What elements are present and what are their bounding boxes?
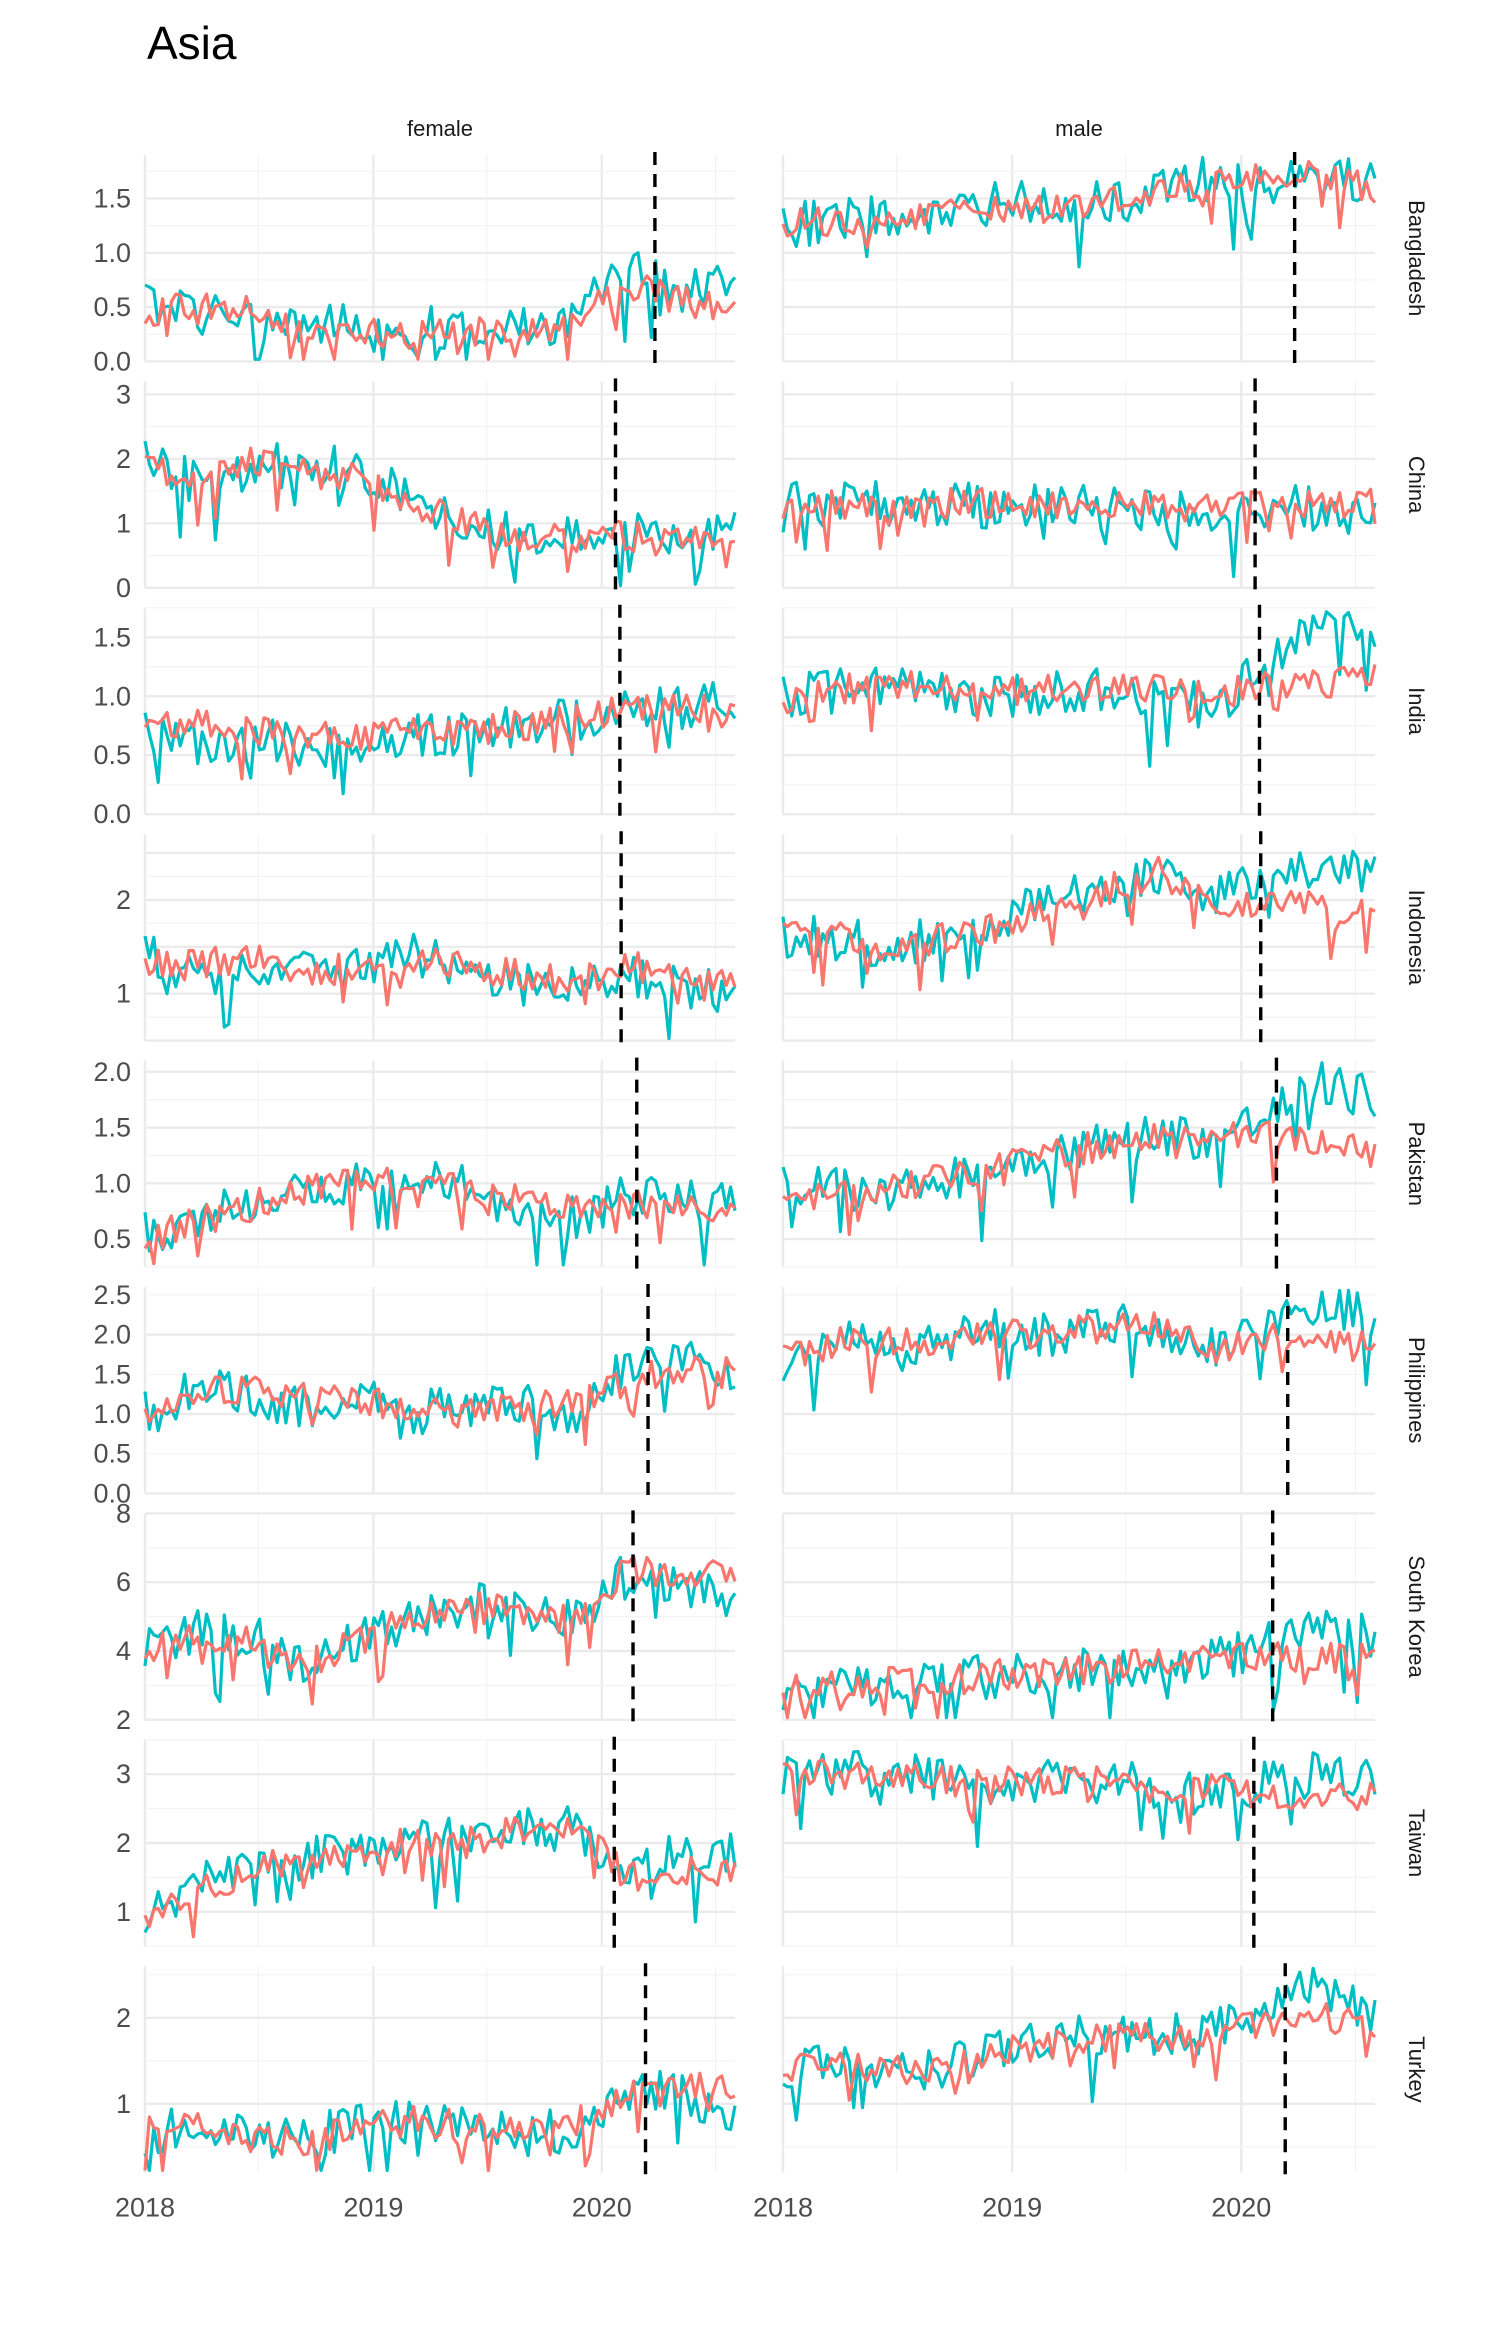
series-line-salmon <box>143 693 736 781</box>
series-line-salmon <box>782 1758 1377 1835</box>
series-line-salmon <box>781 1641 1376 1720</box>
series-line-teal <box>143 1555 737 1704</box>
y-tick-label: 1.5 <box>93 1359 131 1389</box>
y-tick-label: 0.0 <box>93 1478 131 1508</box>
y-tick-label: 1.5 <box>93 183 131 213</box>
panel-philippines-male: Philippines <box>781 1284 1429 1498</box>
series-line-teal <box>781 155 1377 269</box>
panel-philippines-female: 0.0 0.5 1.0 1.5 2.0 2.5 <box>93 1280 737 1508</box>
y-tick-label: 0.0 <box>93 799 131 829</box>
x-tick-label: 2018 <box>753 2193 813 2223</box>
y-tick-label: 2 <box>116 885 131 915</box>
y-tick-label: 1.0 <box>93 1168 131 1198</box>
y-tick-label: 4 <box>116 1636 131 1666</box>
panel-taiwan-male: Taiwan <box>781 1736 1429 1951</box>
panel-indonesia-female: 12 <box>116 831 737 1045</box>
y-tick-label: 1 <box>116 979 131 1009</box>
series-line-salmon <box>781 664 1377 733</box>
x-tick-label: 2019 <box>343 2193 403 2223</box>
y-tick-label: 1.5 <box>93 1113 131 1143</box>
series-line-teal <box>781 480 1377 579</box>
y-tick-label: 1.0 <box>93 238 131 268</box>
x-tick-label: 2019 <box>982 2193 1042 2223</box>
y-tick-label: 1 <box>116 508 131 538</box>
y-tick-label: 2 <box>116 1828 131 1858</box>
facet-row-label-china: China <box>1404 456 1429 514</box>
panel-indonesia-male: Indonesia <box>781 831 1429 1045</box>
facet-row-label-india: India <box>1404 687 1429 735</box>
panel-bangladesh-male: Bangladesh <box>781 152 1429 366</box>
y-tick-label: 2.0 <box>93 1057 131 1087</box>
panel-india-female: 0.0 0.5 1.0 1.5 <box>93 604 737 829</box>
x-tick-label: 2020 <box>1211 2193 1271 2223</box>
series-line-salmon <box>143 1355 737 1446</box>
y-tick-label: 1 <box>116 2089 131 2119</box>
panel-taiwan-female: 1 2 3 <box>116 1736 737 1951</box>
facet-column-label-female: female <box>407 116 473 141</box>
panel-turkey-male: Turkey 2018 2019 2020 <box>753 1963 1429 2223</box>
facet-row-label-pakistan: Pakistan <box>1404 1122 1429 1206</box>
y-tick-label: 2 <box>116 2003 131 2033</box>
x-tick-label: 2020 <box>572 2193 632 2223</box>
y-tick-label: 1.5 <box>93 622 131 652</box>
y-tick-label: 0.5 <box>93 740 131 770</box>
series-line-salmon <box>781 486 1377 552</box>
series-line-teal <box>143 932 737 1041</box>
series-line-salmon <box>143 2071 736 2173</box>
series-line-salmon <box>781 159 1377 250</box>
facet-row-label-taiwan: Taiwan <box>1404 1809 1429 1877</box>
panel-south-korea-male: South Korea <box>781 1510 1429 1724</box>
series-line-teal <box>781 849 1377 989</box>
panel-china-female: 0 1 2 3 <box>116 378 737 603</box>
facet-row-label-philippines: Philippines <box>1404 1337 1429 1443</box>
y-tick-label: 0.5 <box>93 1224 131 1254</box>
series-line-salmon <box>143 944 737 1007</box>
panel-india-male: India <box>781 604 1429 819</box>
facet-row-label-bangladesh: Bangladesh <box>1404 200 1429 316</box>
series-line-teal <box>781 1609 1377 1720</box>
y-tick-label: 2.0 <box>93 1320 131 1350</box>
facet-row-label-south-korea: South Korea <box>1404 1555 1429 1678</box>
y-tick-label: 6 <box>116 1567 131 1597</box>
panel-south-korea-female: 2 4 6 8 <box>116 1498 737 1735</box>
panel-pakistan-female: 0.5 1.0 1.5 2.0 <box>93 1057 737 1271</box>
y-tick-label: 2 <box>116 444 131 474</box>
y-tick-label: 0 <box>116 573 131 603</box>
x-tick-label: 2018 <box>115 2193 175 2223</box>
y-tick-label: 2.5 <box>93 1280 131 1310</box>
panel-pakistan-male: Pakistan <box>781 1057 1429 1271</box>
series-line-salmon <box>143 1554 737 1706</box>
series-line-teal <box>782 1966 1377 2122</box>
series-line-salmon <box>782 1120 1377 1237</box>
chart-title: Asia <box>147 17 237 69</box>
y-tick-label: 1.0 <box>93 681 131 711</box>
y-tick-label: 3 <box>116 379 131 409</box>
y-tick-label: 1 <box>116 1897 131 1927</box>
series-line-teal <box>143 440 737 588</box>
series-line-teal <box>143 2070 737 2173</box>
y-tick-label: 8 <box>116 1498 131 1528</box>
series-line-salmon <box>781 855 1376 992</box>
facet-row-label-turkey: Turkey <box>1404 2036 1429 2102</box>
panel-turkey-female: 1 2 2018 2019 2020 <box>115 1963 737 2223</box>
y-tick-label: 0.0 <box>93 346 131 376</box>
series-line-salmon <box>782 1311 1377 1394</box>
series-line-salmon <box>143 1816 737 1939</box>
y-tick-label: 2 <box>116 1705 131 1735</box>
series-line-salmon <box>144 446 736 573</box>
y-tick-label: 1.0 <box>93 1399 131 1429</box>
y-tick-label: 3 <box>116 1759 131 1789</box>
y-tick-label: 0.5 <box>93 292 131 322</box>
series-line-teal <box>143 1805 737 1934</box>
facet-row-label-indonesia: Indonesia <box>1404 890 1429 986</box>
panel-bangladesh-female: 0.0 0.5 1.0 1.5 <box>93 152 737 376</box>
series-line-salmon <box>143 274 737 361</box>
facet-column-label-male: male <box>1055 116 1103 141</box>
panel-china-male: China <box>781 378 1429 592</box>
y-tick-label: 0.5 <box>93 1439 131 1469</box>
series-line-salmon <box>782 2002 1377 2102</box>
